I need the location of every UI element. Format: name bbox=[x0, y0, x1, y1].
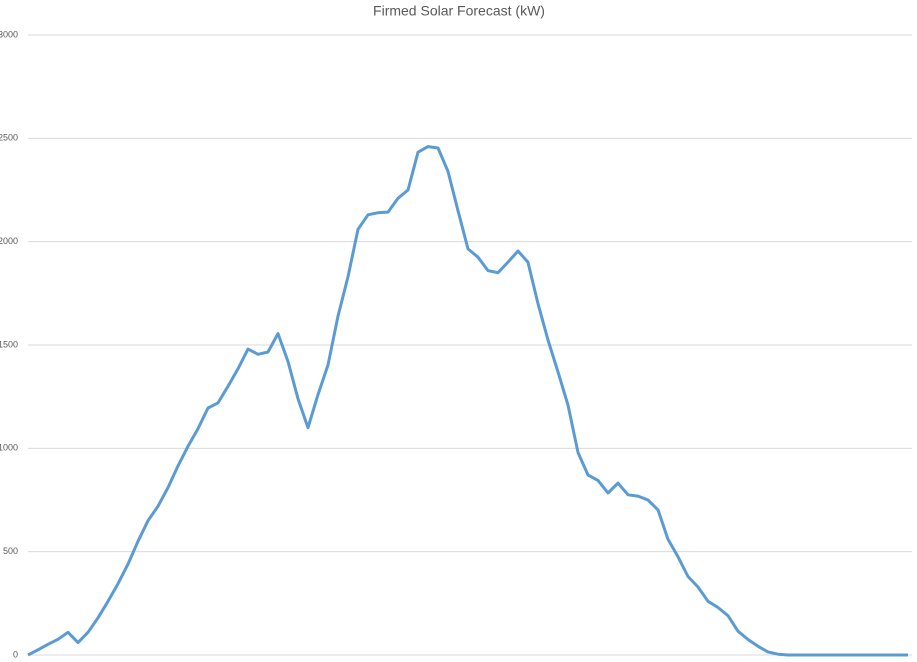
y-tick-label: 2000 bbox=[0, 236, 18, 246]
y-tick-label: 1500 bbox=[0, 339, 18, 349]
data-line bbox=[27, 145, 908, 657]
y-tick-label: 1000 bbox=[0, 443, 18, 453]
y-tick-label: 500 bbox=[3, 546, 18, 556]
y-tick-label: 0 bbox=[13, 649, 18, 659]
y-tick-label: 3000 bbox=[0, 29, 18, 39]
y-tick-label: 2500 bbox=[0, 133, 18, 143]
chart-title: Firmed Solar Forecast (kW) bbox=[373, 3, 545, 19]
